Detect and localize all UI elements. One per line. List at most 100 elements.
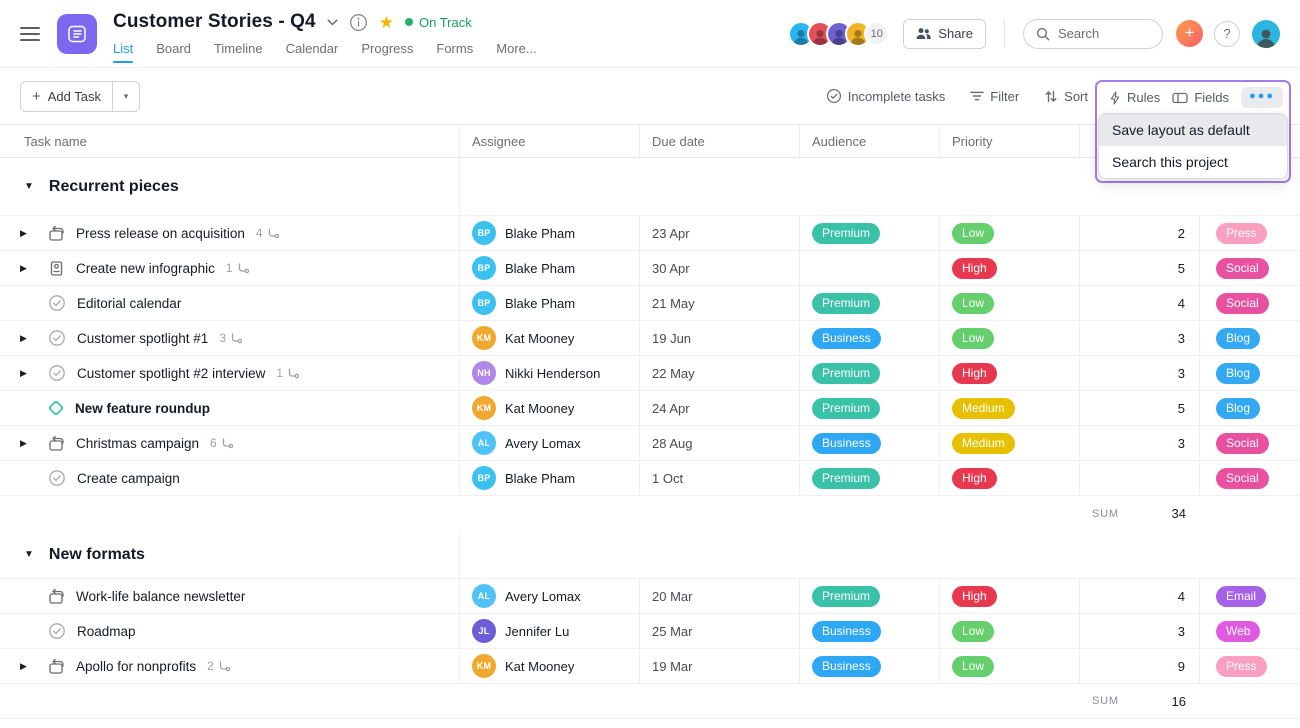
- task-name[interactable]: Apollo for nonprofits: [76, 658, 197, 674]
- task-name[interactable]: Work-life balance newsletter: [76, 588, 246, 604]
- priority-cell[interactable]: Low: [940, 649, 1080, 683]
- recurring-task-icon[interactable]: [48, 225, 65, 242]
- tab-forms[interactable]: Forms: [436, 41, 474, 56]
- member-count-badge[interactable]: 10: [864, 21, 890, 46]
- task-name[interactable]: Create new infographic: [76, 260, 215, 276]
- expand-arrow-icon[interactable]: ▶: [20, 332, 27, 343]
- tab-calendar[interactable]: Calendar: [285, 41, 339, 56]
- priority-badge[interactable]: High: [952, 467, 997, 489]
- due-date-cell[interactable]: 1 Oct: [640, 461, 800, 495]
- column-header-task-name[interactable]: Task name: [0, 125, 460, 157]
- priority-badge[interactable]: Low: [952, 222, 995, 244]
- due-date-cell[interactable]: 23 Apr: [640, 216, 800, 250]
- more-options-button[interactable]: ●●●: [1241, 87, 1283, 108]
- priority-cell[interactable]: Medium: [940, 426, 1080, 460]
- task-name-cell[interactable]: ▶ Christmas campaign 6: [0, 426, 460, 460]
- member-avatars[interactable]: [788, 20, 872, 47]
- priority-badge[interactable]: Low: [952, 327, 995, 349]
- tab-board[interactable]: Board: [156, 41, 191, 56]
- milestone-icon[interactable]: [48, 400, 64, 416]
- tag-badge[interactable]: Social: [1216, 257, 1269, 279]
- priority-cell[interactable]: High: [940, 356, 1080, 390]
- task-name[interactable]: New feature roundup: [75, 400, 211, 416]
- section-title[interactable]: New formats: [48, 545, 145, 563]
- tag-badge[interactable]: Web: [1216, 620, 1261, 642]
- section-header-cell[interactable]: ▼ New formats: [0, 531, 460, 578]
- assignee-cell[interactable]: BP Blake Pham: [460, 286, 640, 320]
- audience-badge[interactable]: Premium: [812, 467, 881, 489]
- task-name-cell[interactable]: Editorial calendar: [0, 286, 460, 320]
- menu-item-save-layout[interactable]: Save layout as default: [1099, 114, 1287, 146]
- priority-cell[interactable]: High: [940, 251, 1080, 285]
- priority-badge[interactable]: Low: [952, 620, 995, 642]
- audience-cell[interactable]: Premium: [800, 286, 940, 320]
- assignee-cell[interactable]: KM Kat Mooney: [460, 649, 640, 683]
- add-task-button[interactable]: + Add Task ▾: [20, 80, 141, 112]
- tag-cell[interactable]: Blog: [1200, 356, 1300, 390]
- audience-cell[interactable]: Business: [800, 321, 940, 355]
- audience-cell[interactable]: Premium: [800, 461, 940, 495]
- section-title[interactable]: Recurrent pieces: [48, 177, 179, 195]
- assignee-cell[interactable]: KM Kat Mooney: [460, 321, 640, 355]
- task-name-cell[interactable]: ▶ Press release on acquisition 4: [0, 216, 460, 250]
- assignee-cell[interactable]: BP Blake Pham: [460, 251, 640, 285]
- due-date-cell[interactable]: 24 Apr: [640, 391, 800, 425]
- tag-cell[interactable]: Email: [1200, 579, 1300, 613]
- audience-cell[interactable]: Premium: [800, 391, 940, 425]
- check-circle-icon[interactable]: [48, 294, 66, 312]
- assignee-cell[interactable]: AL Avery Lomax: [460, 426, 640, 460]
- filter-button[interactable]: Filter: [970, 89, 1019, 104]
- fields-button[interactable]: Fields: [1172, 90, 1229, 105]
- incomplete-tasks-filter[interactable]: Incomplete tasks: [826, 88, 945, 104]
- priority-cell[interactable]: Medium: [940, 391, 1080, 425]
- column-header-audience[interactable]: Audience: [800, 125, 940, 157]
- tag-cell[interactable]: Blog: [1200, 321, 1300, 355]
- audience-cell[interactable]: [800, 251, 940, 285]
- count-cell[interactable]: [1080, 461, 1200, 495]
- tag-badge[interactable]: Blog: [1216, 397, 1261, 419]
- caret-down-icon[interactable]: ▾: [123, 90, 129, 101]
- star-icon[interactable]: ★: [378, 12, 394, 32]
- tab-timeline[interactable]: Timeline: [213, 41, 263, 56]
- audience-badge[interactable]: Premium: [812, 292, 881, 314]
- audience-badge[interactable]: Business: [812, 620, 881, 642]
- audience-badge[interactable]: Premium: [812, 222, 881, 244]
- tag-badge[interactable]: Press: [1216, 222, 1267, 244]
- priority-cell[interactable]: Low: [940, 614, 1080, 648]
- due-date-cell[interactable]: 30 Apr: [640, 251, 800, 285]
- infographic-task-icon[interactable]: [48, 260, 65, 277]
- task-name[interactable]: Create campaign: [77, 470, 180, 486]
- menu-item-search-project[interactable]: Search this project: [1112, 154, 1228, 170]
- tag-cell[interactable]: Web: [1200, 614, 1300, 648]
- audience-badge[interactable]: Premium: [812, 585, 881, 607]
- audience-cell[interactable]: Business: [800, 426, 940, 460]
- chevron-down-icon[interactable]: [327, 18, 338, 26]
- task-name[interactable]: Editorial calendar: [77, 295, 182, 311]
- tag-badge[interactable]: Email: [1216, 585, 1267, 607]
- task-name-cell[interactable]: ▶ Customer spotlight #1 3: [0, 321, 460, 355]
- tag-badge[interactable]: Social: [1216, 292, 1269, 314]
- expand-arrow-icon[interactable]: ▶: [20, 367, 27, 378]
- recurring-task-icon[interactable]: [48, 435, 65, 452]
- assignee-cell[interactable]: BP Blake Pham: [460, 216, 640, 250]
- create-button[interactable]: +: [1176, 20, 1203, 47]
- count-cell[interactable]: 3: [1080, 426, 1200, 460]
- due-date-cell[interactable]: 20 Mar: [640, 579, 800, 613]
- audience-cell[interactable]: Premium: [800, 356, 940, 390]
- recurring-task-icon[interactable]: [48, 658, 65, 675]
- priority-cell[interactable]: Low: [940, 286, 1080, 320]
- check-circle-icon[interactable]: [48, 364, 66, 382]
- audience-badge[interactable]: Business: [812, 432, 881, 454]
- due-date-cell[interactable]: 19 Mar: [640, 649, 800, 683]
- column-header-priority[interactable]: Priority: [940, 125, 1080, 157]
- audience-cell[interactable]: Business: [800, 614, 940, 648]
- help-button[interactable]: ?: [1214, 20, 1240, 47]
- section-header-cell[interactable]: ▼ Recurrent pieces: [0, 158, 460, 215]
- count-cell[interactable]: 3: [1080, 614, 1200, 648]
- task-name-cell[interactable]: ▶ Apollo for nonprofits 2: [0, 649, 460, 683]
- recurring-task-icon[interactable]: [48, 588, 65, 605]
- tag-cell[interactable]: Social: [1200, 461, 1300, 495]
- status-badge[interactable]: On Track: [404, 15, 472, 30]
- tag-badge[interactable]: Social: [1216, 467, 1269, 489]
- tag-badge[interactable]: Blog: [1216, 327, 1261, 349]
